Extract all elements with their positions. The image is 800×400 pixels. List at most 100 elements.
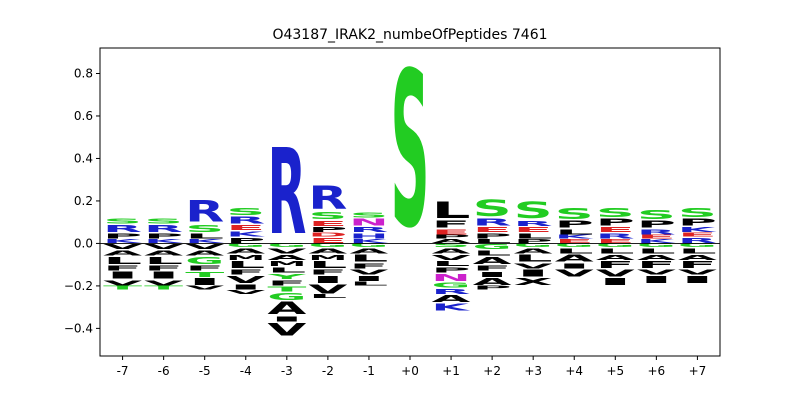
y-tick-label: 0.8: [74, 66, 93, 80]
glyph--1-down-2: L: [349, 253, 388, 264]
glyph-+7-down-2: A: [678, 253, 717, 261]
glyph--5-up-0: K: [185, 239, 224, 245]
glyph-+5-up-2: E: [596, 225, 635, 234]
glyph-+1-down-0: S: [432, 243, 471, 249]
glyph--2-up-1: D: [308, 232, 347, 238]
glyph--3-down-7: T: [267, 285, 306, 294]
glyph-+4-down-2: A: [555, 252, 594, 264]
glyph-+3-down-2: L: [514, 253, 553, 264]
glyph-+1-down-4: P: [432, 266, 471, 275]
glyph-+1-down-5: N: [432, 272, 471, 283]
glyph-+7-up-2: K: [678, 226, 717, 235]
glyph--4-up-4: S: [226, 206, 265, 217]
glyph-+6-up-3: P: [637, 219, 676, 231]
glyph-+2-up-2: E: [473, 225, 512, 234]
glyph--6-down-3: F: [144, 264, 183, 273]
glyph--1-down-1: A: [349, 247, 388, 255]
glyph-+4-up-1: K: [555, 234, 594, 240]
glyph-+5-down-0: G: [596, 243, 635, 249]
glyph--3-down-0: G: [267, 243, 306, 249]
glyph-+7-down-0: G: [678, 243, 717, 249]
glyph--2-down-6: V: [308, 282, 348, 296]
glyph-+1-down-3: L: [432, 260, 471, 268]
glyph--2-down-3: L: [308, 259, 347, 270]
glyph-+6-down-0: G: [637, 243, 676, 249]
glyph--7-down-6: T: [103, 285, 142, 291]
glyph-+3-down-5: X: [514, 276, 553, 288]
glyph--7-down-1: A: [103, 249, 142, 257]
glyph--6-up-3: S: [144, 217, 183, 226]
glyph--2-down-5: I: [308, 274, 347, 285]
glyph--4-down-4: F: [226, 268, 265, 277]
y-tick-label: 0.6: [74, 109, 93, 123]
y-tick-label: 0.2: [74, 194, 93, 208]
glyph-+6-down-1: L: [637, 247, 676, 255]
glyph-layer: KPRSVALFIVTKPRSVALFIVTKLSRVAGFTIVPKERSGA…: [103, 26, 717, 340]
glyph--3-down-11: V: [267, 319, 306, 339]
glyph-+6-up-0: K: [637, 239, 676, 245]
glyph-+1-up-0: A: [432, 239, 471, 245]
x-tick-label--3: -3: [281, 364, 293, 378]
glyph-+6-down-3: F: [637, 259, 676, 270]
glyph--4-down-6: I: [226, 283, 265, 292]
x-tick-label-+3: +3: [524, 364, 542, 378]
glyph--6-down-4: I: [144, 270, 183, 281]
glyph--3-down-6: F: [267, 278, 306, 287]
glyph--7-down-5: V: [103, 279, 142, 287]
glyph-+3-up-4: S: [514, 198, 553, 224]
glyph-+7-up-3: P: [678, 217, 717, 229]
glyph-+5-down-2: A: [596, 253, 635, 261]
axes-layer: −0.4 −0.2 0.0 0.2 0.4 0.6 0.8 -7 -6 -5 -4 -3 -2 -1 +0 +…: [64, 47, 721, 378]
x-tick-label-+1: +1: [442, 364, 460, 378]
glyph-+5-up-0: E: [596, 238, 635, 244]
glyph-+2-down-3: F: [473, 264, 512, 273]
glyph--4-down-3: L: [226, 259, 265, 270]
glyph--1-down-5: I: [349, 274, 388, 283]
glyph--6-down-1: A: [144, 249, 183, 257]
glyph--7-up-2: R: [103, 223, 142, 235]
glyph--5-down-1: A: [185, 249, 224, 257]
glyph-+1-down-9: K: [432, 302, 471, 313]
glyph-+6-up-1: E: [637, 234, 676, 240]
glyph--5-down-0: V: [185, 243, 224, 251]
glyph-+6-up-2: R: [637, 227, 676, 236]
glyph-+2-down-2: A: [473, 255, 512, 267]
glyph-+1-down-6: G: [432, 281, 471, 290]
x-tick-label--1: -1: [363, 364, 375, 378]
glyph--6-down-6: T: [144, 285, 183, 291]
glyph-+1-up-1: P: [432, 234, 471, 240]
y-tick-label: −0.2: [64, 279, 93, 293]
glyph--7-down-4: I: [103, 270, 142, 281]
glyph--6-up-1: P: [144, 232, 183, 241]
glyph-+2-down-4: I: [473, 270, 512, 279]
y-tick-label: −0.4: [64, 321, 93, 335]
glyph-+1-down-1: A: [432, 247, 471, 255]
glyph-+5-up-4: S: [596, 206, 635, 220]
glyph--3-down-1: V: [267, 247, 306, 255]
glyph-+0-up-0: S: [390, 26, 429, 275]
x-tick-label-+2: +2: [483, 364, 501, 378]
glyph--4-up-2: E: [226, 223, 265, 232]
glyph-+7-up-4: S: [678, 206, 717, 220]
glyph--3-down-5: Y: [266, 272, 307, 281]
x-tick-label-+0: +0: [401, 364, 419, 378]
glyph--6-down-0: V: [144, 243, 183, 251]
glyph--1-down-6: L: [349, 281, 388, 287]
glyph-+6-down-2: A: [637, 253, 676, 261]
glyph--7-up-1: P: [103, 232, 142, 241]
glyph--4-down-2: M: [226, 253, 265, 262]
x-tick-label--6: -6: [158, 364, 170, 378]
glyph--3-up-0: R: [267, 125, 306, 261]
glyph--5-up-2: S: [185, 223, 224, 234]
glyph-+7-down-3: F: [678, 259, 717, 270]
glyph--2-down-2: M: [308, 253, 347, 262]
glyph--4-down-1: A: [226, 247, 265, 255]
glyph-+4-up-0: E: [555, 238, 594, 244]
glyph--4-down-0: G: [226, 243, 265, 249]
glyph--5-down-6: V: [185, 285, 224, 291]
glyph--1-down-3: F: [349, 261, 388, 270]
glyph--4-down-5: V: [226, 274, 265, 286]
glyph-+4-down-4: V: [555, 267, 594, 279]
